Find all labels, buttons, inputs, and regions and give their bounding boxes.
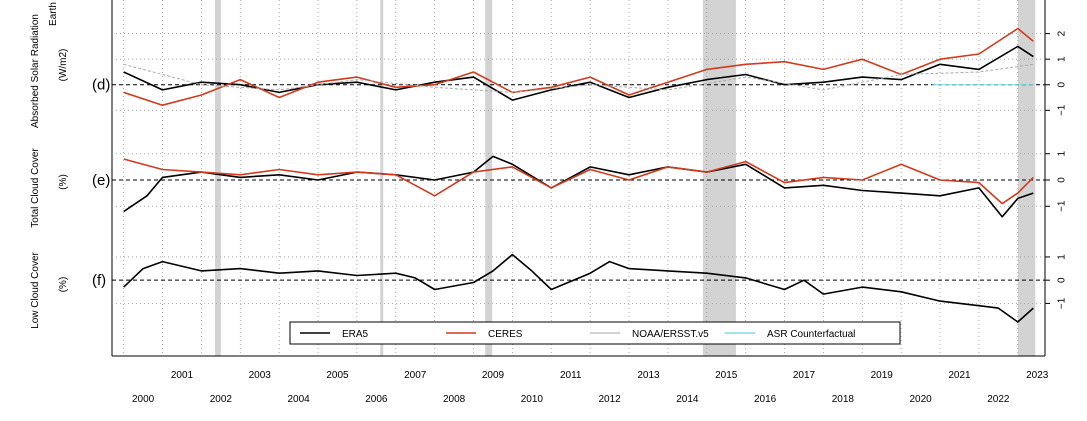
panel-label: (f) — [92, 272, 106, 289]
series-era5 — [123, 253, 1034, 323]
y-tick-label: 2 — [1057, 30, 1068, 36]
x-tick-label: 2011 — [560, 370, 582, 381]
x-tick-label: 2018 — [832, 394, 855, 405]
y-tick-label: 1 — [1057, 151, 1068, 157]
legend-label: NOAA/ERSST.v5 — [632, 329, 709, 340]
legend-label: ERA5 — [342, 329, 369, 340]
panel-e: 1 0 −1 (e) Total Cloud Cover (%) — [30, 148, 1068, 228]
x-axis: 2001 2003 2005 2007 2009 2011 2013 2015 2017 2019… — [132, 370, 1049, 405]
x-tick-label: 2009 — [482, 370, 505, 381]
x-tick-label: 2006 — [365, 394, 388, 405]
x-tick-label: 2013 — [637, 370, 660, 381]
shaded-period — [380, 0, 384, 356]
panels: 2 1 0 −1 (d) Absorbed Solar Radiation (W/m2) Ea… — [30, 2, 1068, 329]
x-tick-label: 2023 — [1026, 370, 1049, 381]
x-tick-label: 2019 — [871, 370, 894, 381]
panel-label: (d) — [92, 77, 110, 94]
series-noaa-ersst-v5 — [123, 63, 1034, 93]
x-tick-label: 2004 — [287, 394, 310, 405]
x-tick-label: 2021 — [948, 370, 971, 381]
x-tick-label: 2001 — [171, 370, 194, 381]
y-axis-title: Absorbed Solar Radiation — [30, 14, 41, 128]
y-axis-title: Total Cloud Cover — [30, 148, 41, 228]
legend: ERA5 CERES NOAA/ERSST.v5 ASR Counterfactual — [289, 321, 901, 345]
series-ceres — [123, 158, 1034, 205]
x-tick-label: 2014 — [676, 394, 699, 405]
x-tick-label: 2005 — [326, 370, 349, 381]
panel-f: 1 0 −1 (f) Low Cloud Cover (%) — [30, 251, 1068, 328]
y-axis-title: Low Cloud Cover — [30, 251, 41, 328]
x-tick-label: 2016 — [754, 394, 777, 405]
y-tick-label: 0 — [1057, 177, 1068, 183]
shaded-periods — [215, 0, 1036, 356]
plot-frame — [111, 0, 1046, 357]
y-axis-unit: (%) — [58, 277, 69, 293]
series-era5 — [123, 155, 1034, 218]
shaded-period — [702, 0, 736, 356]
x-tick-label: 2017 — [793, 370, 816, 381]
x-tick-label: 2022 — [987, 394, 1010, 405]
y-axis-unit: (%) — [58, 174, 69, 190]
x-tick-label: 2002 — [210, 394, 233, 405]
x-tick-label: 2015 — [715, 370, 738, 381]
series-ceres — [123, 27, 1034, 106]
y-tick-label: −1 — [1057, 200, 1068, 212]
x-tick-label: 2003 — [249, 370, 272, 381]
y-tick-label: −1 — [1057, 297, 1068, 309]
x-tick-label: 2007 — [404, 370, 427, 381]
x-tick-label: 2010 — [521, 394, 544, 405]
x-tick-label: 2020 — [909, 394, 932, 405]
y-axis-unit: (W/m2) — [58, 49, 69, 82]
y-tick-label: 1 — [1057, 254, 1068, 260]
y-tick-label: 1 — [1057, 56, 1068, 62]
shaded-period — [215, 0, 221, 356]
x-tick-label: 2000 — [132, 394, 155, 405]
x-tick-label: 2008 — [443, 394, 466, 405]
shaded-period — [485, 0, 493, 356]
y-tick-label: −1 — [1057, 104, 1068, 116]
legend-label: CERES — [488, 329, 523, 340]
x-tick-label: 2012 — [598, 394, 621, 405]
panel-label: (e) — [92, 172, 110, 189]
panel-d: 2 1 0 −1 (d) Absorbed Solar Radiation (W/m2) Ea… — [30, 2, 1068, 128]
series-era5 — [123, 45, 1034, 101]
y-axis-title-fragment: Earth — [48, 2, 59, 26]
y-tick-label: 0 — [1057, 82, 1068, 88]
legend-label: ASR Counterfactual — [767, 329, 855, 340]
shaded-period — [1017, 0, 1036, 356]
y-tick-label: 0 — [1057, 277, 1068, 283]
grid — [123, 0, 1019, 356]
